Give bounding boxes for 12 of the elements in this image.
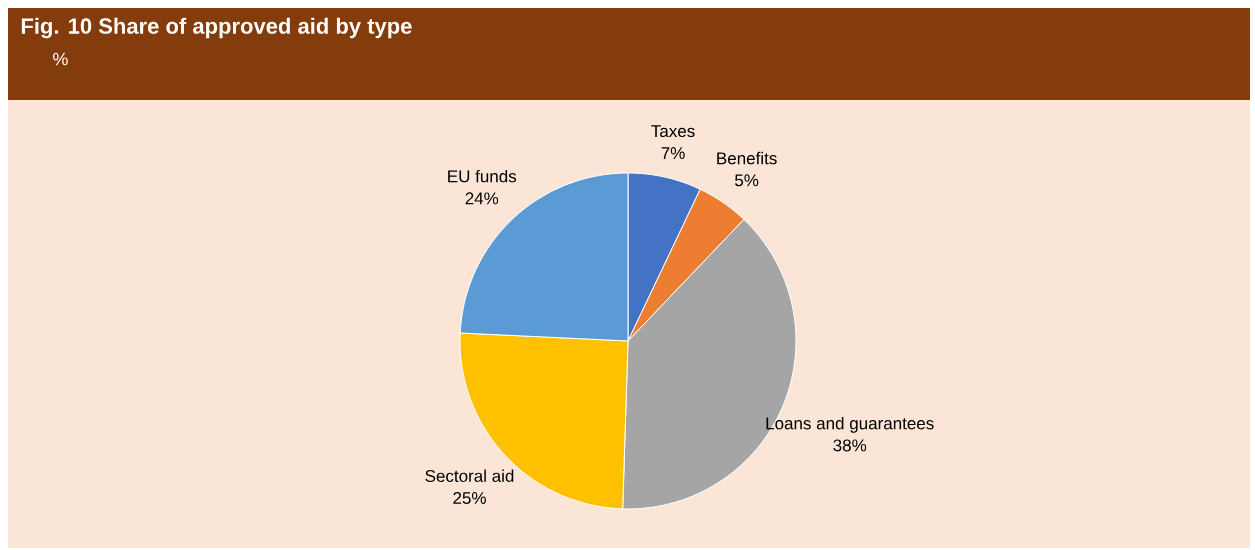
slice-label: Loans and guarantees xyxy=(766,416,934,433)
slice-label: Sectoral aid xyxy=(425,469,514,482)
text: Fig. 10 Share of approved aid by type xyxy=(21,17,412,39)
slice-label: Taxes xyxy=(651,125,695,138)
data-label: 24% xyxy=(465,192,499,205)
slice-label: Benefits xyxy=(717,151,777,165)
data-label: 38% xyxy=(833,439,867,452)
text: % xyxy=(53,52,68,66)
data-label: 5% xyxy=(735,174,759,187)
slice-label: EU funds xyxy=(448,169,517,183)
data-label: 25% xyxy=(453,491,486,504)
data-label: 7% xyxy=(661,147,685,159)
